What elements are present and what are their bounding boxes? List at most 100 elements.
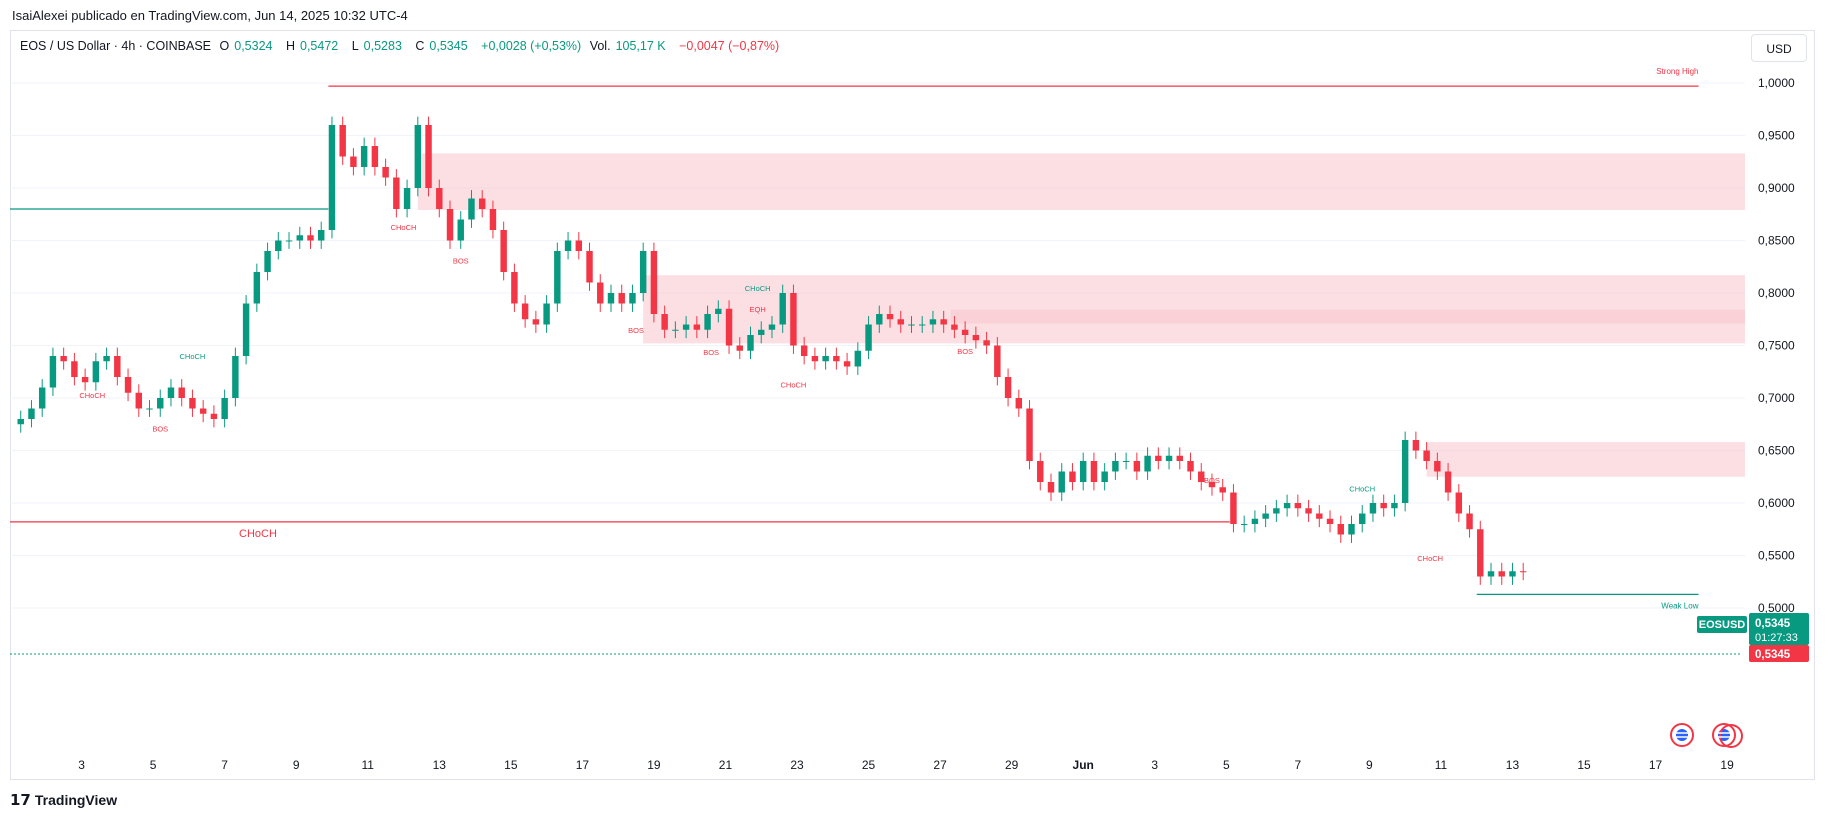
candle-body [360,146,368,167]
candle-body [1176,455,1184,461]
candle-body [865,324,872,351]
candle-body [1122,461,1130,462]
candle-body [1412,440,1420,451]
y-tick-label: 0,6000 [1758,496,1795,510]
event-flag-icon-1[interactable] [1670,723,1694,747]
candle-body [747,335,754,351]
candle-body [307,235,314,241]
event-flag-icon-2[interactable] [1712,723,1743,748]
supply-zone [643,275,1745,344]
structure-label: BOS [957,347,973,356]
candle-body [1294,503,1302,509]
candle-body [586,251,593,283]
y-tick-label: 0,7000 [1758,391,1795,405]
x-tick-label: 9 [1366,758,1373,772]
symbol-title[interactable]: EOS / US Dollar · 4h · COINBASE [20,39,212,53]
x-tick-label: 3 [1151,758,1158,772]
y-tick-label: 0,6500 [1758,444,1795,458]
candle-body [178,387,185,398]
candle-body [682,324,690,330]
candle-body [532,319,540,325]
candle-body [38,387,46,409]
candle-body [639,251,647,293]
candle-body [221,398,228,419]
level-label: Strong High [1656,67,1698,76]
y-tick-label: 0,8000 [1758,286,1795,300]
tradingview-logo-icon: 𝟭𝟳 [10,792,31,809]
candle-body [500,230,507,272]
candle-body [607,293,615,304]
close-label: C [415,39,425,53]
tradingview-logo[interactable]: 𝟭𝟳 TradingView [10,791,117,809]
candle-body [1348,524,1355,535]
candle-body [1519,571,1527,573]
candle-body [521,303,529,320]
candle-body [822,356,829,362]
candle-body [210,413,218,419]
candle-body [811,356,819,362]
candle-body [189,398,196,409]
candle-body [81,377,89,383]
candle-body [350,156,357,167]
candle-body [1466,513,1473,530]
candle-body [478,198,486,209]
candle-body [17,419,24,425]
high-label: H [285,39,295,53]
x-tick-label: 15 [1577,758,1591,772]
candle-body [71,361,78,377]
candle-body [92,361,100,383]
candle-body [1498,571,1505,577]
candle-body [382,167,389,178]
candle-body [918,324,926,326]
candle-body [886,314,894,320]
candle-body [1359,513,1366,524]
x-tick-label: 7 [221,758,228,772]
candle-body [758,329,765,335]
candle-body [1251,518,1259,524]
candle-body [446,209,454,241]
candle-body [972,335,980,341]
structure-label: BOS [453,257,469,266]
currency-button[interactable]: USD [1751,34,1807,62]
structure-label: EQH [750,305,766,314]
structure-label: BOS [703,348,719,357]
candle-body [597,282,604,304]
candle-body [854,350,862,367]
x-tick-label: 11 [361,758,374,772]
high-value: 0,5472 [300,39,339,53]
candle-body [618,293,625,304]
candles-layer [17,116,1527,585]
candle-body [1058,471,1065,493]
candle-body [833,356,840,362]
candle-body [511,272,518,304]
x-tick-label: 13 [1506,758,1520,772]
x-tick-label: 29 [1005,758,1019,772]
y-tick-label: 0,5500 [1758,549,1795,563]
candle-body [790,293,797,346]
last-price-value: 0,5345 [1755,618,1791,630]
candle-body [1187,461,1194,472]
candle-body [554,251,561,304]
candle-body [1380,503,1387,509]
candle-body [940,319,947,325]
annotations-layer: CHoCH CHoCH BOS CHoCH BOS BOS BOS CHoCH EQH CHoCH… [79,223,1443,563]
candle-body [1047,482,1055,493]
x-tick-label: 5 [150,758,157,772]
candle-body [983,340,990,346]
candle-body [60,356,67,362]
candle-body [1208,482,1216,488]
x-tick-label: 27 [933,758,947,772]
candle-body [961,329,969,335]
tradingview-brand: TradingView [34,792,118,808]
close-value: 0,5345 [429,39,468,53]
candle-body [1316,513,1323,519]
low-value: 0,5283 [363,39,402,53]
candle-body [1090,461,1098,482]
structure-label: BOS [152,425,168,434]
candle-body [1219,487,1226,493]
ohlc-legend: EOS / US Dollar · 4h · COINBASE O 0,5324 … [20,39,784,53]
chart-frame [10,30,1815,780]
structure-label: BOS [628,326,644,335]
y-tick-label: 0,5000 [1758,601,1795,615]
